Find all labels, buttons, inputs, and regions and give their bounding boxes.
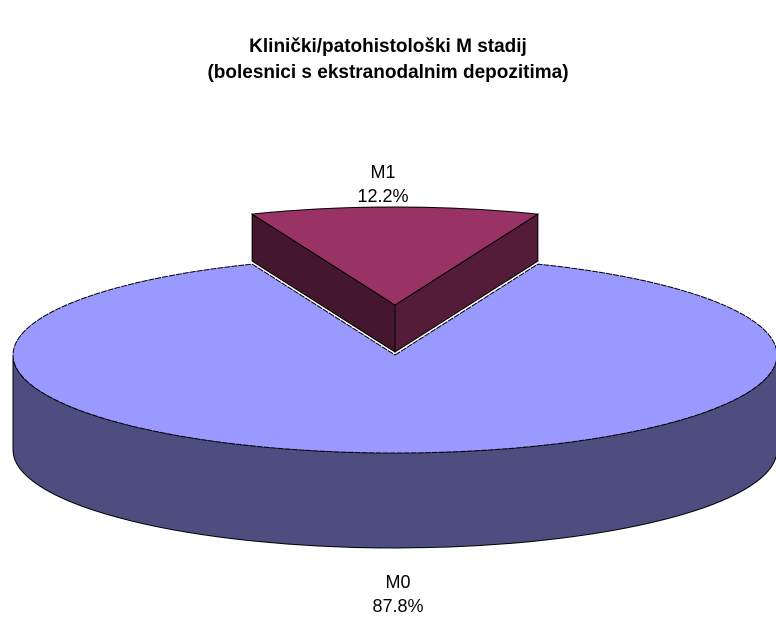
value-label: 87.8% <box>372 596 423 616</box>
value-label: 12.2% <box>357 186 408 206</box>
slice-label: M1 <box>370 162 395 182</box>
slice <box>12 263 776 454</box>
slice-label: M0 <box>385 572 410 592</box>
chart-title: (bolesnici s ekstranodalnim depozitima) <box>207 62 568 83</box>
chart-title: Klinički/patohistološki M stadij <box>249 36 527 57</box>
slice <box>250 206 540 306</box>
